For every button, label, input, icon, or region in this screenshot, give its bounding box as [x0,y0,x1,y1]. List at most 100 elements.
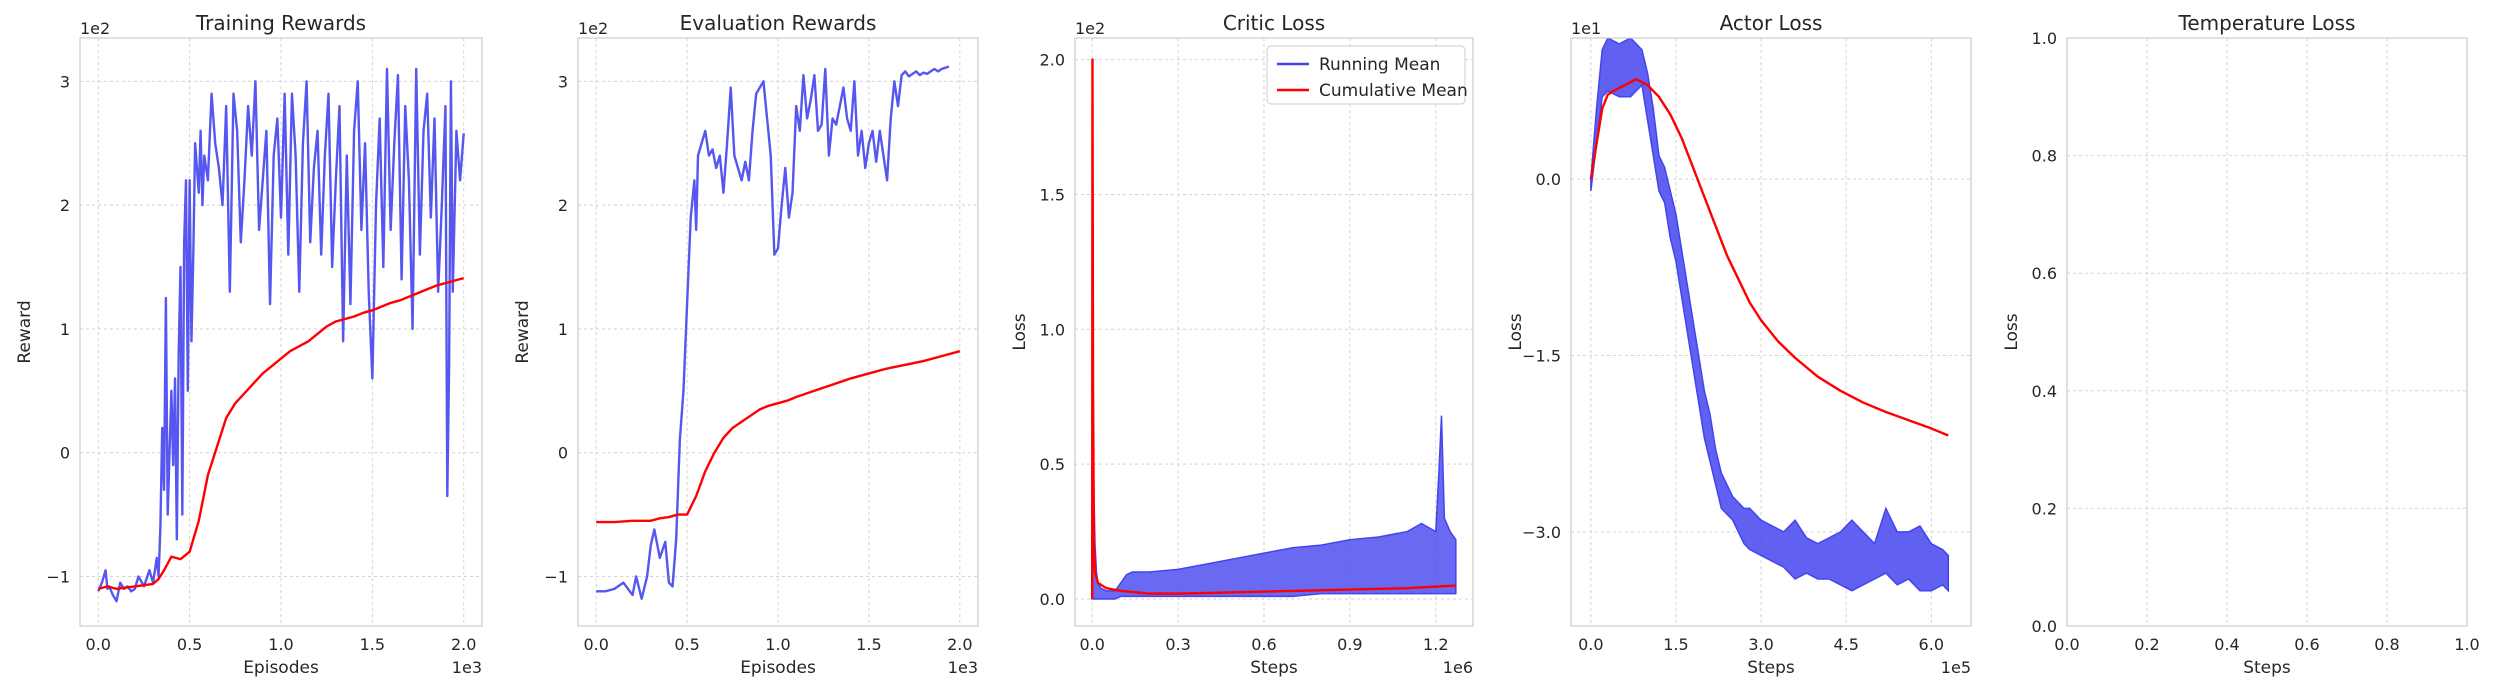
axes-frame [577,37,979,627]
series-line-2 [97,276,465,591]
plot-area [1090,58,1457,600]
y-axis-label: Reward [513,300,533,363]
y-tick-label: 3 [60,72,70,91]
x-tick-label: 3.0 [1748,635,1773,654]
y-offset-label: 1e2 [80,19,110,38]
x-tick-label: 0.0 [583,635,608,654]
y-tick-label: 2.0 [1040,51,1065,70]
x-tick-label: 1.2 [1423,635,1448,654]
y-axis-label: Loss [1506,313,1526,350]
series-line-1 [97,67,465,603]
x-tick-label: 2.0 [947,635,972,654]
y-tick-label: 1.0 [2032,29,2057,48]
y-tick-label: 0 [558,444,568,463]
y-tick-label: 0.2 [2032,499,2057,518]
y-axis-label: Loss [2002,313,2022,350]
x-tick-label: 1.5 [360,635,385,654]
x-tick-label: 0.2 [2134,635,2159,654]
x-offset-label: 1e3 [452,658,482,677]
series-line-2 [1090,58,1456,600]
y-offset-label: 1e2 [1075,19,1105,38]
y-axis-label: Reward [15,300,35,363]
y-tick-label: −1 [46,567,70,586]
y-tick-label: 0.0 [1536,170,1561,189]
x-offset-label: 1e6 [1443,658,1473,677]
plot-area [1589,38,1950,593]
x-tick-label: 1.5 [1663,635,1688,654]
y-tick-label: 0.4 [2032,382,2057,401]
y-tick-label: 0.6 [2032,264,2057,283]
y-tick-label: 3 [558,72,568,91]
x-tick-label: 2.0 [451,635,476,654]
x-tick-label: 0.6 [1251,635,1276,654]
x-offset-label: 1e3 [948,658,978,677]
axes-frame [1570,37,1972,627]
y-tick-label: 2 [558,196,568,215]
x-axis-label: Steps [1747,658,1795,678]
x-offset-label: 1e5 [1941,658,1971,677]
chart-title: Temperature Loss [2178,11,2356,35]
y-tick-label: −1.5 [1522,347,1561,366]
y-offset-label: 1e1 [1571,19,1601,38]
y-offset-label: 1e2 [578,19,608,38]
x-tick-label: 0.0 [2054,635,2079,654]
chart-panel-4: 0.0 1.5 3.0 4.5 6.0 0.0 −1.5 −3.0 Actor Loss Step… [1506,11,1972,678]
series-line-1 [596,65,950,600]
axes-frame [1074,37,1474,627]
chart-title: Training Rewards [195,11,366,35]
x-tick-label: 1.0 [765,635,790,654]
y-tick-label: 1 [60,320,70,339]
x-tick-label: 0.3 [1165,635,1190,654]
chart-panel-3: 0.0 0.3 0.6 0.9 1.2 0.0 0.5 1.0 1.5 2.0 Critic Los… [1010,11,1474,678]
chart-title: Critic Loss [1223,11,1325,35]
y-tick-label: 1.0 [1040,320,1065,339]
x-tick-label: 0.0 [86,635,111,654]
series-line-2 [1589,77,1949,437]
x-tick-label: 1.0 [2454,635,2479,654]
x-axis-label: Steps [2243,658,2291,678]
x-axis-label: Episodes [243,658,319,678]
y-tick-label: 1.5 [1040,185,1065,204]
x-tick-label: 0.8 [2374,635,2399,654]
chart-panel-2: 0.0 0.5 1.0 1.5 2.0 −1 0 1 2 3 Evaluation Rewards E… [513,11,979,678]
x-tick-label: 0.5 [674,635,699,654]
y-tick-label: 0.0 [1040,590,1065,609]
x-tick-label: 0.0 [1079,635,1104,654]
x-tick-label: 0.9 [1337,635,1362,654]
axes-frame [2066,37,2468,627]
legend-box [1266,45,1466,105]
x-tick-label: 0.6 [2294,635,2319,654]
plot-area [97,67,465,603]
legend-label: Running Mean [1319,55,1440,75]
y-tick-label: 2 [60,196,70,215]
x-axis-label: Episodes [740,658,816,678]
y-tick-label: 1 [558,320,568,339]
chart-panel-5: 0.0 0.2 0.4 0.6 0.8 1.0 0.0 0.2 0.4 0.6 0.8 1.0 Temp… [2002,11,2480,678]
legend: Running Mean Cumulative Mean [1266,45,1468,105]
y-tick-label: 0.5 [1040,455,1065,474]
axes-frame [79,37,483,627]
x-axis-label: Steps [1250,658,1298,678]
chart-title: Evaluation Rewards [680,11,877,35]
series-band-1 [1091,415,1457,600]
x-tick-label: 6.0 [1919,635,1944,654]
y-tick-label: −1 [544,567,568,586]
y-tick-label: −3.0 [1522,523,1561,542]
x-tick-label: 0.5 [177,635,202,654]
x-tick-label: 4.5 [1833,635,1858,654]
plot-area [596,65,961,600]
chart-panel-1: 0.0 0.5 1.0 1.5 2.0 −1 0 1 2 3 Training Rewards Epi… [15,11,483,678]
y-tick-label: 0.0 [2032,617,2057,636]
legend-label: Cumulative Mean [1319,81,1468,101]
x-tick-label: 0.0 [1578,635,1603,654]
series-band-1 [1590,38,1950,593]
chart-title: Actor Loss [1720,11,1823,35]
x-tick-label: 0.4 [2214,635,2239,654]
y-tick-label: 0 [60,444,70,463]
y-tick-label: 0.8 [2032,147,2057,166]
series-line-2 [596,350,961,524]
y-axis-label: Loss [1010,313,1030,350]
x-tick-label: 1.5 [856,635,881,654]
x-tick-label: 1.0 [268,635,293,654]
